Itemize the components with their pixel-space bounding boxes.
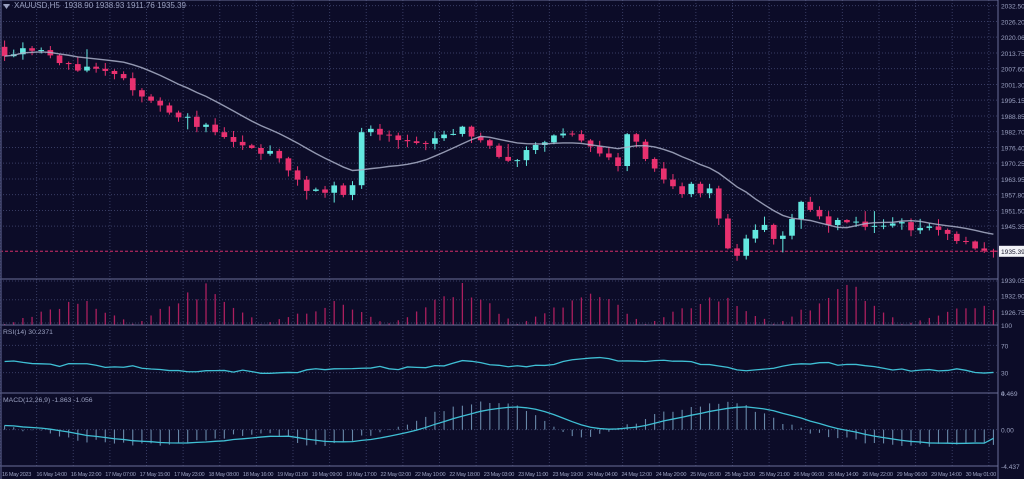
svg-text:2001.30: 2001.30 (1001, 83, 1024, 90)
svg-text:1963.95: 1963.95 (1001, 177, 1024, 184)
svg-text:23 May 03:00: 23 May 03:00 (484, 472, 514, 478)
svg-text:29 May 06:00: 29 May 06:00 (897, 472, 927, 478)
svg-text:RSI(14) 30.2371: RSI(14) 30.2371 (3, 329, 53, 336)
svg-text:30: 30 (1001, 371, 1009, 378)
svg-text:16 May 22:00: 16 May 22:00 (71, 472, 101, 478)
svg-text:1957.80: 1957.80 (1001, 193, 1024, 200)
svg-text:26 May 14:00: 26 May 14:00 (828, 472, 858, 478)
svg-text:17 May 23:00: 17 May 23:00 (174, 472, 204, 478)
svg-text:70: 70 (1001, 343, 1009, 350)
svg-text:1935.39: 1935.39 (1001, 249, 1024, 256)
svg-text:1982.70: 1982.70 (1001, 130, 1024, 137)
svg-text:2020.06: 2020.06 (1001, 35, 1024, 42)
svg-text:MACD(12,26,9) -1.863 -1.056: MACD(12,26,9) -1.863 -1.056 (3, 397, 93, 404)
svg-text:29 May 14:00: 29 May 14:00 (931, 472, 961, 478)
svg-text:25 May 05:00: 25 May 05:00 (690, 472, 720, 478)
svg-text:22 May 10:00: 22 May 10:00 (415, 472, 445, 478)
svg-text:17 May 07:00: 17 May 07:00 (105, 472, 135, 478)
svg-text:1988.85: 1988.85 (1001, 114, 1024, 121)
svg-text:22 May 02:00: 22 May 02:00 (381, 472, 411, 478)
svg-text:18 May 08:00: 18 May 08:00 (208, 472, 238, 478)
svg-text:18 May 16:00: 18 May 16:00 (243, 472, 273, 478)
svg-text:1995.15: 1995.15 (1001, 98, 1024, 105)
svg-text:1926.75: 1926.75 (1001, 310, 1024, 317)
svg-text:2026.20: 2026.20 (1001, 20, 1024, 27)
svg-text:4.469: 4.469 (1001, 391, 1018, 398)
svg-text:16 May 2023: 16 May 2023 (2, 472, 31, 478)
svg-text:24 May 12:00: 24 May 12:00 (621, 472, 651, 478)
svg-text:26 May 06:00: 26 May 06:00 (794, 472, 824, 478)
svg-text:100: 100 (1001, 323, 1012, 330)
svg-text:1939.05: 1939.05 (1001, 278, 1024, 285)
svg-text:2013.75: 2013.75 (1001, 51, 1024, 58)
svg-text:23 May 19:00: 23 May 19:00 (553, 472, 583, 478)
svg-text:-4.437: -4.437 (1001, 464, 1020, 471)
svg-text:19 May 09:00: 19 May 09:00 (312, 472, 342, 478)
svg-text:1976.40: 1976.40 (1001, 146, 1024, 153)
svg-text:1932.90: 1932.90 (1001, 293, 1024, 300)
svg-text:23 May 11:00: 23 May 11:00 (518, 472, 548, 478)
svg-text:2007.60: 2007.60 (1001, 67, 1024, 74)
svg-text:19 May 17:00: 19 May 17:00 (346, 472, 376, 478)
svg-text:16 May 14:00: 16 May 14:00 (36, 472, 66, 478)
svg-text:25 May 21:00: 25 May 21:00 (759, 472, 789, 478)
svg-text:30 May 01:00: 30 May 01:00 (966, 472, 996, 478)
svg-text:1945.35: 1945.35 (1001, 224, 1024, 231)
svg-text:17 May 15:00: 17 May 15:00 (140, 472, 170, 478)
svg-text:1970.25: 1970.25 (1001, 161, 1024, 168)
svg-text:19 May 01:00: 19 May 01:00 (277, 472, 307, 478)
svg-text:26 May 22:00: 26 May 22:00 (862, 472, 892, 478)
svg-text:24 May 20:00: 24 May 20:00 (656, 472, 686, 478)
svg-text:22 May 18:00: 22 May 18:00 (449, 472, 479, 478)
svg-text:1951.50: 1951.50 (1001, 209, 1024, 216)
svg-text:0.00: 0.00 (1001, 428, 1014, 435)
svg-text:25 May 13:00: 25 May 13:00 (725, 472, 755, 478)
svg-text:24 May 04:00: 24 May 04:00 (587, 472, 617, 478)
